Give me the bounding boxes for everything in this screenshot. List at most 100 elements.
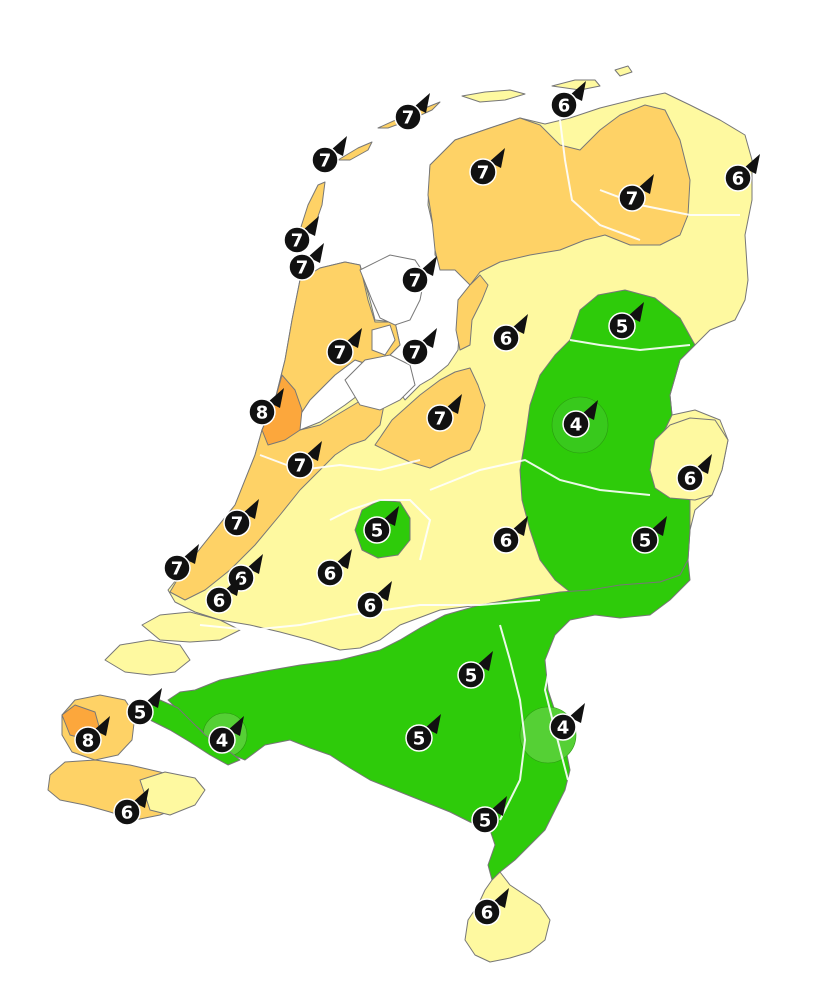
wind-force-label: 7 [626, 189, 639, 210]
wind-marker-circle [205, 586, 233, 614]
region-south-force5 [167, 559, 691, 881]
wind-marker-circle [473, 898, 501, 926]
wind-marker-circle [550, 91, 578, 119]
wind-marker-circle [363, 516, 391, 544]
markermeer [344, 354, 416, 411]
wind-marker: 6 [676, 454, 712, 492]
wind-force-label: 4 [570, 415, 583, 436]
wind-marker-circle [492, 324, 520, 352]
wind-marker-circle [394, 103, 422, 131]
wind-marker-circle [618, 184, 646, 212]
wind-marker-circle [288, 253, 316, 281]
wind-force-label: 7 [402, 108, 415, 129]
wind-marker: 5 [471, 796, 507, 834]
region-coast-force8 [261, 374, 303, 446]
wind-marker: 8 [74, 716, 110, 754]
land-regions [47, 65, 753, 963]
region-rottumeroog [614, 65, 633, 77]
wind-marker: 6 [492, 314, 528, 352]
wind-force-label: 7 [319, 151, 332, 172]
wind-force-label: 7 [434, 409, 447, 430]
wind-force-label: 6 [213, 591, 226, 612]
wind-marker-circle [326, 338, 354, 366]
wind-force-label: 5 [639, 531, 652, 552]
wind-marker-circle [608, 312, 636, 340]
wind-marker: 5 [405, 714, 441, 752]
wind-force-label: 6 [500, 531, 513, 552]
wind-force-label: 7 [171, 559, 184, 580]
border-rivers-south [199, 599, 541, 632]
wind-force-label: 6 [324, 564, 337, 585]
wind-marker-circle [562, 410, 590, 438]
wind-marker: 5 [608, 302, 644, 340]
wind-marker-circle [74, 726, 102, 754]
wind-force-label: 5 [479, 811, 492, 832]
wadden-channel [371, 324, 396, 356]
wind-marker: 4 [562, 400, 598, 438]
wind-marker: 4 [208, 716, 244, 754]
wind-marker-circle [471, 806, 499, 834]
wind-marker: 6 [205, 576, 241, 614]
wind-marker: 7 [426, 394, 462, 432]
wind-force-label: 7 [231, 514, 244, 535]
border-east-limburg [543, 639, 569, 781]
wind-marker-circle [208, 726, 236, 754]
wind-marker: 5 [631, 516, 667, 554]
wind-marker: 8 [248, 388, 284, 426]
wind-force-label: 5 [413, 729, 426, 750]
wind-marker: 7 [283, 216, 319, 254]
wind-marker-circle [492, 526, 520, 554]
wind-force-label: 7 [334, 343, 347, 364]
region-south-limburg-force6 [464, 871, 551, 963]
region-vlieland [337, 141, 373, 161]
wind-marker: 5 [363, 506, 399, 544]
wind-marker-circle [549, 713, 577, 741]
wind-marker: 6 [724, 154, 760, 192]
region-noordoostpolder [455, 274, 489, 351]
wind-marker: 7 [618, 174, 654, 212]
wind-force-label: 6 [481, 903, 494, 924]
wind-force-label: 6 [732, 169, 745, 190]
wind-force-label: 5 [134, 703, 147, 724]
wind-marker-circle [401, 338, 429, 366]
region-zeeland-flanders-east [139, 771, 206, 816]
wind-force-label: 5 [371, 521, 384, 542]
wind-force-label: 4 [216, 731, 229, 752]
wind-marker: 7 [401, 256, 437, 294]
wind-marker: 6 [550, 81, 586, 119]
wind-marker-circle [283, 226, 311, 254]
wind-force-label: 7 [291, 231, 304, 252]
region-ameland [461, 89, 526, 103]
wind-marker-circle [631, 526, 659, 554]
wind-marker-circle [401, 266, 429, 294]
region-zeeland-island-1 [104, 639, 191, 676]
wind-marker-circle [316, 559, 344, 587]
wind-force-label: 8 [256, 403, 269, 424]
wind-marker: 6 [492, 516, 528, 554]
wind-marker: 7 [326, 328, 362, 366]
wind-force-label: 7 [296, 258, 309, 279]
wind-force-label: 7 [294, 456, 307, 477]
border-overijssel-gelderland [429, 458, 651, 496]
wind-force-label: 4 [557, 718, 570, 739]
wind-marker-circle [405, 724, 433, 752]
wind-force-label: 7 [409, 343, 422, 364]
wind-marker-circle [724, 164, 752, 192]
wind-marker-circle [286, 451, 314, 479]
wind-force-label: 6 [684, 469, 697, 490]
wind-marker-circle [113, 798, 141, 826]
border-utrecht [329, 499, 432, 561]
wind-force-label: 5 [465, 666, 478, 687]
wind-force-label: 6 [121, 803, 134, 824]
wind-marker-circle [223, 509, 251, 537]
region-schiermonnikoog [551, 79, 601, 91]
wind-marker-circle [163, 554, 191, 582]
wind-force-label: 6 [364, 596, 377, 617]
wind-marker: 7 [401, 328, 437, 366]
border-groningen-friesland [559, 119, 641, 241]
wind-force-label: 6 [500, 329, 513, 350]
border-brabant-limburg [499, 624, 527, 821]
wind-marker-circle [469, 158, 497, 186]
border-drenthe-overijssel [569, 339, 691, 352]
